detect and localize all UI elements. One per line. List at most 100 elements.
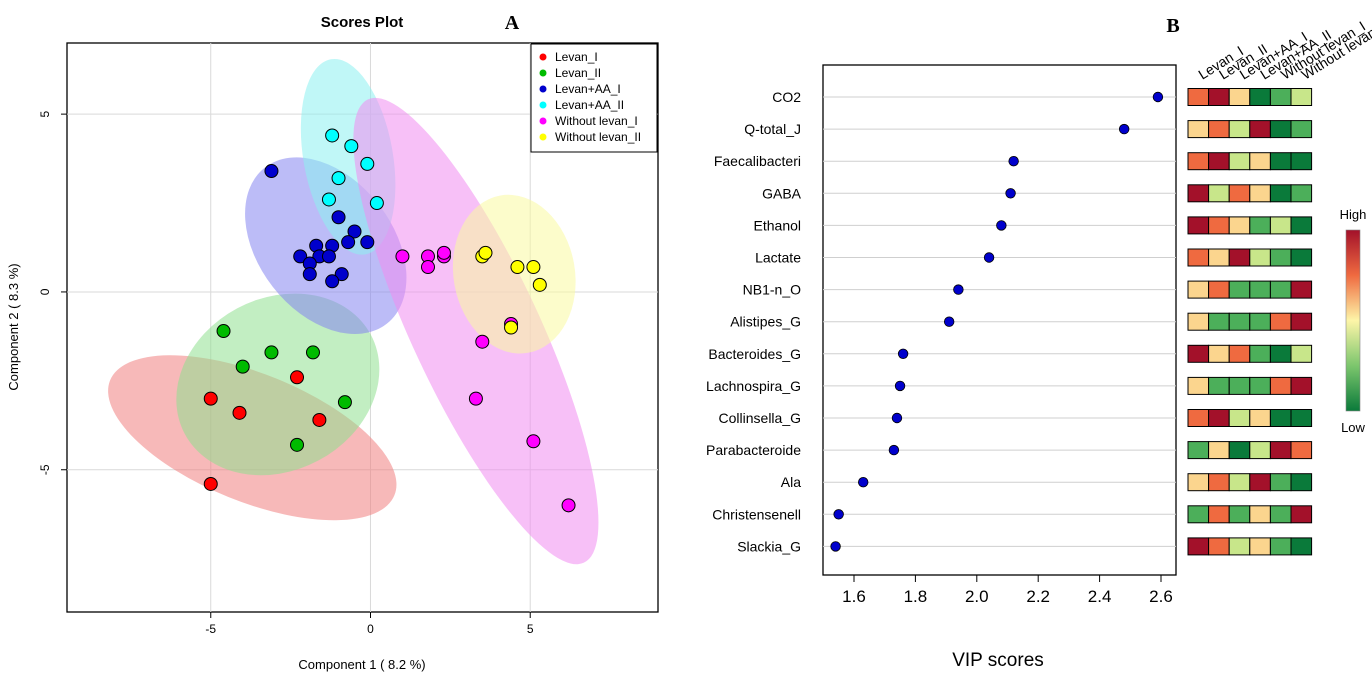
legend-marker xyxy=(539,69,547,77)
confidence-ellipse-2 xyxy=(176,293,380,476)
heatmap-cell xyxy=(1269,216,1292,235)
vip-feature-label: Christensenell xyxy=(712,506,801,522)
vip-feature-label: Bacteroides_G xyxy=(708,346,801,362)
score-point-group-3 xyxy=(334,267,349,282)
heatmap-cell xyxy=(1228,441,1251,460)
heatmap-cell xyxy=(1187,473,1210,492)
score-point-group-6 xyxy=(526,260,541,275)
heatmap-cell xyxy=(1187,409,1210,427)
vip-score-point xyxy=(833,509,844,520)
legend-marker xyxy=(539,101,547,109)
heatmap-cell xyxy=(1228,248,1251,267)
score-point-group-6 xyxy=(478,245,493,260)
score-point-group-4 xyxy=(331,171,346,186)
vip-score-point xyxy=(943,316,955,327)
vip-feature-label: Collinsella_G xyxy=(719,410,801,426)
vip-score-point xyxy=(1008,155,1019,167)
heatmap-cell xyxy=(1249,537,1271,556)
score-point-group-4 xyxy=(369,196,384,211)
vip-score-point xyxy=(1118,123,1130,135)
heatmap-cell xyxy=(1290,248,1313,267)
legend-box xyxy=(530,43,658,153)
score-point-group-2 xyxy=(235,359,250,374)
heatmap-cell xyxy=(1290,216,1313,235)
y-tick-label: 0 xyxy=(38,288,52,295)
score-point-group-5 xyxy=(468,391,483,406)
y-tick-label: -5 xyxy=(38,464,52,475)
heatmap-cell xyxy=(1208,152,1230,171)
score-point-group-1 xyxy=(232,405,247,420)
legend-marker xyxy=(539,117,547,125)
colorbar-high-label: High xyxy=(1340,207,1367,222)
heatmap-cell xyxy=(1290,88,1313,106)
x-tick-label: 0 xyxy=(367,622,374,636)
heatmap-cell xyxy=(1208,441,1230,460)
heatmap-cell xyxy=(1290,537,1313,556)
heatmap-cell xyxy=(1290,409,1313,427)
heatmap-cell xyxy=(1290,344,1313,363)
vip-score-point xyxy=(858,477,869,488)
vip-rows: CO2 Q-total_J Faecalibacteri GABA Ethanol Lac… xyxy=(706,89,1176,554)
heatmap-cell xyxy=(1228,312,1251,331)
score-point-group-3 xyxy=(302,267,317,282)
score-point-group-2 xyxy=(305,345,320,360)
scores-plot-axis-ticks: -5 0 5 -5 0 5 xyxy=(38,110,534,636)
heatmap-cell xyxy=(1249,441,1271,460)
colorbar-gradient xyxy=(1345,229,1361,412)
score-point-group-4 xyxy=(321,192,336,207)
vip-score-point xyxy=(996,220,1007,231)
vip-score-point xyxy=(891,412,903,424)
heatmap-cell xyxy=(1290,376,1313,395)
legend-marker xyxy=(539,85,547,93)
heatmap-cell xyxy=(1208,216,1230,235)
heatmap-cell xyxy=(1269,184,1292,203)
heatmap-cell xyxy=(1290,280,1313,299)
vip-feature-label: Slackia_G xyxy=(737,538,801,554)
heatmap-cell xyxy=(1187,216,1210,235)
panel-b-letter: B xyxy=(1166,15,1179,37)
heatmap-cell xyxy=(1249,505,1271,524)
heatmap-cell xyxy=(1208,88,1230,106)
scores-plot-legend: Levan_I Levan_II Levan+AA_I Levan+AA_II With… xyxy=(530,43,658,153)
heatmap-column-headers: Levan_ILevan_IILevan+AA_ILevan+AA_IIWith… xyxy=(1195,16,1372,83)
heatmap-cell xyxy=(1269,312,1292,331)
heatmap-cell xyxy=(1249,409,1271,427)
heatmap-cell xyxy=(1228,280,1251,299)
score-point-group-4 xyxy=(344,139,359,154)
colorbar-low-label: Low xyxy=(1341,420,1365,435)
vip-score-point xyxy=(953,284,964,295)
score-point-group-5 xyxy=(526,434,541,449)
score-point-group-6 xyxy=(510,260,525,275)
score-point-group-6 xyxy=(532,277,547,292)
confidence-ellipse-6 xyxy=(452,194,576,354)
score-point-group-2 xyxy=(216,324,231,339)
heatmap-cell xyxy=(1208,473,1230,492)
heatmap-cell xyxy=(1187,376,1210,395)
heatmap-cell xyxy=(1269,344,1292,363)
heatmap-cell xyxy=(1249,88,1271,106)
vip-feature-label: Ala xyxy=(781,474,801,490)
score-point-group-4 xyxy=(325,128,340,143)
heatmap-cell xyxy=(1269,505,1292,524)
score-point-group-2 xyxy=(290,437,305,452)
heatmap-cell xyxy=(1208,344,1230,363)
heatmap-cell xyxy=(1228,344,1251,363)
vip-score-point xyxy=(1005,188,1016,199)
vip-feature-label: Q-total_J xyxy=(744,121,801,137)
vip-scores-panel: B CO2 Q-total_J Faecalibacteri GABA Ethanol L… xyxy=(706,15,1372,671)
heatmap-cell xyxy=(1187,280,1210,299)
heatmap-cell xyxy=(1228,473,1251,492)
score-point-group-2 xyxy=(337,395,352,410)
heatmap-cell xyxy=(1187,505,1210,524)
heatmap-cell xyxy=(1187,184,1210,203)
heatmap-cell xyxy=(1208,120,1230,139)
heatmap-cell xyxy=(1208,376,1230,395)
score-point-group-3 xyxy=(325,274,340,289)
heatmap-cell xyxy=(1269,280,1292,299)
score-point-group-3 xyxy=(264,164,279,179)
heatmap-cell xyxy=(1269,152,1292,171)
score-point-group-5 xyxy=(436,245,451,260)
score-point-group-5 xyxy=(475,334,490,349)
legend-entry: Levan+AA_I xyxy=(555,82,621,96)
